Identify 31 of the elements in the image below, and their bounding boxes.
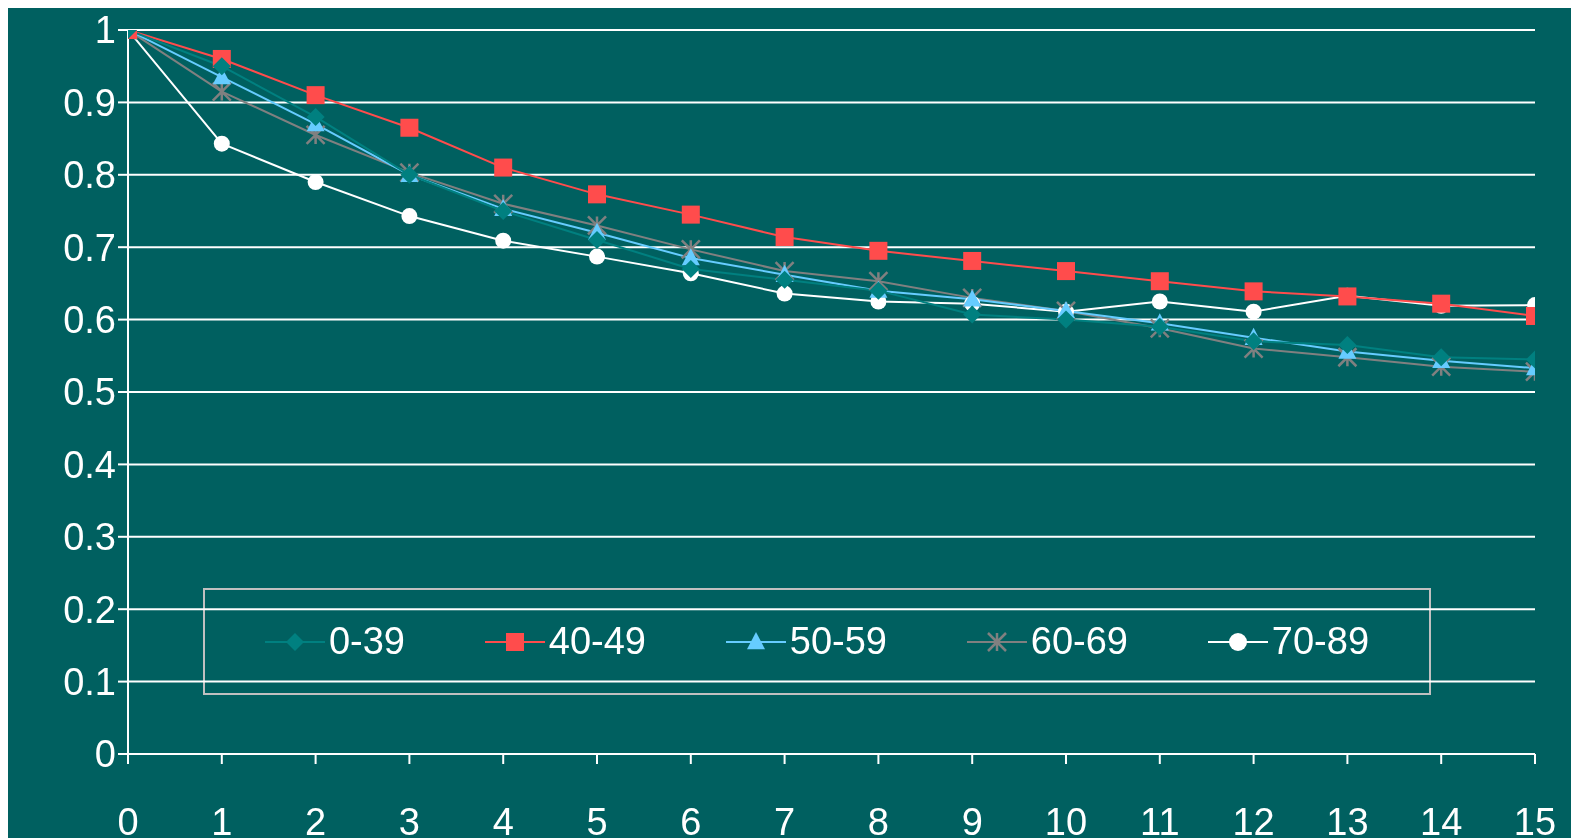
x-tick-label: 12	[1232, 800, 1275, 840]
x-tick-label: 7	[774, 800, 796, 840]
y-tick-label: 1	[94, 9, 116, 52]
x-tick-label: 11	[1140, 800, 1180, 840]
y-tick-label: 0.5	[63, 371, 116, 414]
x-tick-label: 9	[961, 800, 983, 840]
legend-label: 70-89	[1271, 620, 1370, 663]
y-tick-label: 0.3	[63, 516, 116, 559]
x-tick-label: 14	[1420, 800, 1463, 840]
y-tick-label: 0.1	[63, 661, 116, 704]
x-tick-label: 10	[1044, 800, 1088, 840]
x-tick-label: 2	[305, 800, 327, 840]
y-tick-label: 0.6	[63, 299, 116, 342]
y-tick-label: 0.7	[63, 226, 116, 269]
x-tick-label: 3	[398, 800, 420, 840]
legend-label: 50-59	[789, 620, 887, 663]
y-tick-label: 0.4	[63, 443, 116, 486]
legend-label: 0-39	[328, 620, 405, 663]
x-tick-label: 6	[680, 800, 702, 840]
y-tick-label: 0.9	[63, 81, 116, 124]
y-tick-label: 0	[94, 733, 116, 776]
x-tick-label: 5	[586, 800, 608, 840]
legend-label: 40-49	[548, 620, 646, 663]
y-tick-label: 0.8	[63, 154, 116, 197]
x-tick-label: 15	[1513, 800, 1557, 840]
x-tick-label: 4	[492, 800, 514, 840]
x-tick-label: 1	[211, 800, 233, 840]
y-tick-label: 0.2	[63, 588, 116, 631]
x-tick-label: 8	[867, 800, 889, 840]
x-tick-label: 13	[1326, 800, 1369, 840]
legend-label: 60-69	[1030, 620, 1129, 663]
